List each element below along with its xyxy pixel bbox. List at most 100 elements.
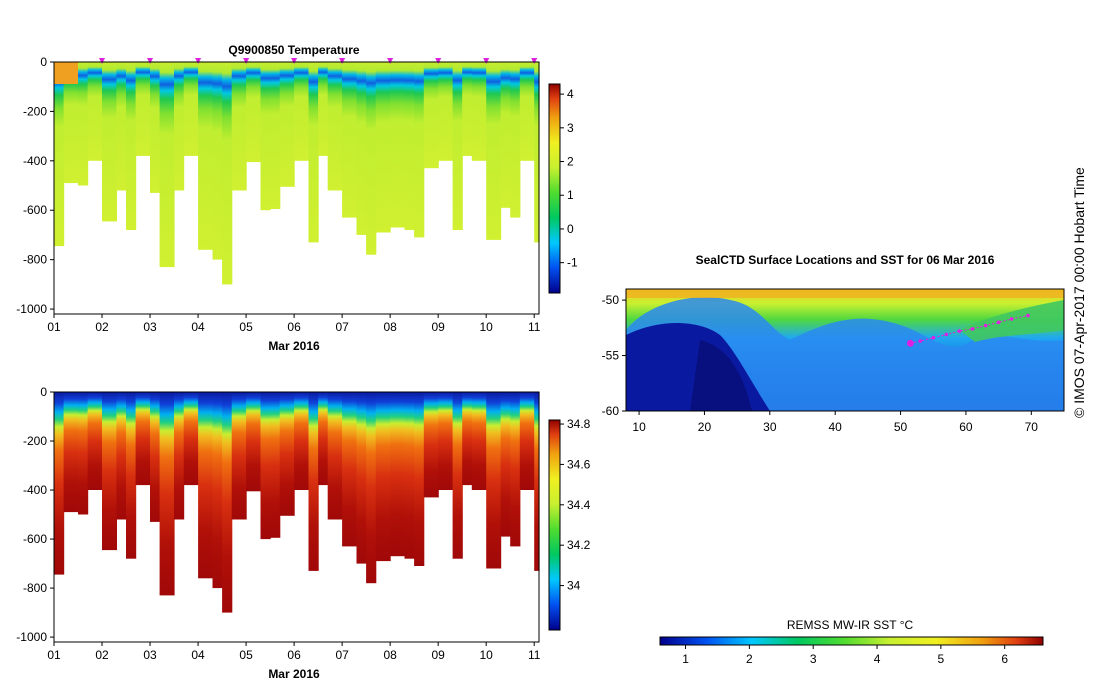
colorbar-tick-label: 1 bbox=[567, 188, 574, 202]
profile-column bbox=[327, 392, 343, 520]
x-tick-label: 02 bbox=[95, 648, 109, 662]
profile-column bbox=[471, 392, 487, 490]
profile-column bbox=[519, 392, 535, 490]
salinity-profile-cells bbox=[54, 392, 540, 613]
profile-column bbox=[366, 392, 377, 584]
salinity-plot-frame bbox=[53, 391, 540, 643]
profile-column bbox=[308, 62, 319, 243]
colorbar-tick-label: 34.8 bbox=[567, 417, 591, 431]
profile-column bbox=[212, 62, 223, 260]
map-frame bbox=[625, 288, 1065, 412]
y-tick-label: -60 bbox=[602, 404, 620, 418]
y-tick-label: -400 bbox=[23, 483, 47, 497]
surface-marker bbox=[387, 58, 394, 64]
y-tick-label: 0 bbox=[40, 55, 47, 69]
profile-column bbox=[63, 62, 79, 184]
y-tick-label: -200 bbox=[23, 434, 47, 448]
profile-column bbox=[534, 62, 540, 243]
profile-column bbox=[102, 62, 117, 222]
profile-column bbox=[260, 62, 271, 211]
profile-column bbox=[279, 392, 295, 516]
profile-column bbox=[231, 392, 247, 520]
y-tick-label: -1000 bbox=[16, 630, 47, 644]
profile-column bbox=[510, 62, 521, 218]
x-tick-label: 11 bbox=[528, 320, 541, 334]
y-tick-label: 0 bbox=[40, 385, 47, 399]
x-tick-label: 06 bbox=[287, 648, 301, 662]
profile-column bbox=[390, 392, 406, 557]
profile-column bbox=[150, 62, 161, 193]
colorbar-tick-label: 1 bbox=[682, 652, 689, 666]
colorbar-tick-label: 0 bbox=[567, 222, 574, 236]
profile-column bbox=[135, 392, 151, 486]
temp-surface-markers bbox=[99, 58, 538, 64]
profile-column bbox=[452, 392, 463, 559]
profile-column bbox=[318, 62, 329, 156]
track-latest-point bbox=[906, 339, 914, 347]
temp-plot-frame bbox=[53, 61, 540, 315]
track-point bbox=[970, 327, 975, 331]
profile-column bbox=[423, 62, 439, 169]
profile-column bbox=[116, 392, 127, 520]
y-tick-label: -800 bbox=[23, 581, 47, 595]
profile-column bbox=[135, 62, 151, 156]
x-tick-label: 04 bbox=[191, 648, 205, 662]
colorbar-tick-label: 3 bbox=[810, 652, 817, 666]
y-tick-label: -1000 bbox=[16, 302, 47, 316]
profile-column bbox=[390, 62, 406, 228]
profile-column bbox=[462, 62, 473, 156]
surface-marker bbox=[147, 58, 153, 64]
colorbar-tick-label: 4 bbox=[567, 87, 574, 101]
x-tick-label: 07 bbox=[335, 648, 349, 662]
profile-column bbox=[500, 62, 511, 208]
temp-colorbar bbox=[548, 83, 561, 294]
x-tick-label: 50 bbox=[894, 420, 908, 434]
sst-colorbar-label: REMSS MW-IR SST °C bbox=[787, 618, 914, 632]
profile-column bbox=[414, 392, 425, 566]
x-tick-label: 30 bbox=[763, 420, 777, 434]
y-tick-label: -800 bbox=[23, 253, 47, 267]
profile-column bbox=[375, 62, 391, 233]
track-point bbox=[957, 329, 962, 333]
colorbar-tick-label: 34.2 bbox=[567, 538, 591, 552]
profile-column bbox=[222, 392, 233, 613]
profile-column bbox=[126, 392, 137, 559]
profile-column bbox=[438, 62, 454, 161]
profile-column bbox=[404, 392, 415, 559]
profile-column bbox=[534, 392, 540, 571]
surface-marker bbox=[99, 58, 105, 64]
seal-track bbox=[906, 313, 1030, 347]
surface-marker bbox=[435, 58, 442, 64]
surface-marker bbox=[339, 58, 346, 64]
colorbar-tick-label: -1 bbox=[567, 256, 578, 270]
y-tick-label: -400 bbox=[23, 154, 47, 168]
temp-chart-title: Q9900850 Temperature bbox=[228, 43, 360, 57]
track-point bbox=[931, 336, 936, 340]
colorbar-tick-label: 3 bbox=[567, 121, 574, 135]
x-tick-label: 11 bbox=[528, 648, 541, 662]
map-title: SealCTD Surface Locations and SST for 06… bbox=[696, 253, 995, 267]
profile-column bbox=[423, 392, 439, 498]
profile-column bbox=[87, 392, 103, 490]
profile-column bbox=[327, 62, 343, 191]
y-tick-label: -50 bbox=[602, 293, 620, 307]
profile-column bbox=[356, 62, 367, 235]
map-axes: 10 20 30 40 50 60 70 -50 -55 -60 bbox=[602, 293, 1039, 434]
y-tick-label: -600 bbox=[23, 532, 47, 546]
track-point bbox=[918, 339, 922, 343]
x-tick-label: 04 bbox=[191, 320, 205, 334]
profile-column bbox=[260, 392, 271, 540]
surface-warm-patch bbox=[54, 62, 78, 84]
x-tick-label: 08 bbox=[383, 648, 397, 662]
temp-x-label: Mar 2016 bbox=[268, 339, 320, 353]
profile-column bbox=[342, 62, 358, 218]
profile-column bbox=[126, 62, 137, 230]
track-point bbox=[996, 320, 1001, 325]
colorbar-tick-label: 2 bbox=[746, 652, 753, 666]
profile-column bbox=[150, 392, 161, 522]
x-tick-label: 05 bbox=[239, 320, 253, 334]
salinity-x-label: Mar 2016 bbox=[268, 667, 320, 681]
x-tick-label: 20 bbox=[698, 420, 712, 434]
profile-column bbox=[486, 392, 502, 569]
profile-column bbox=[212, 392, 223, 589]
